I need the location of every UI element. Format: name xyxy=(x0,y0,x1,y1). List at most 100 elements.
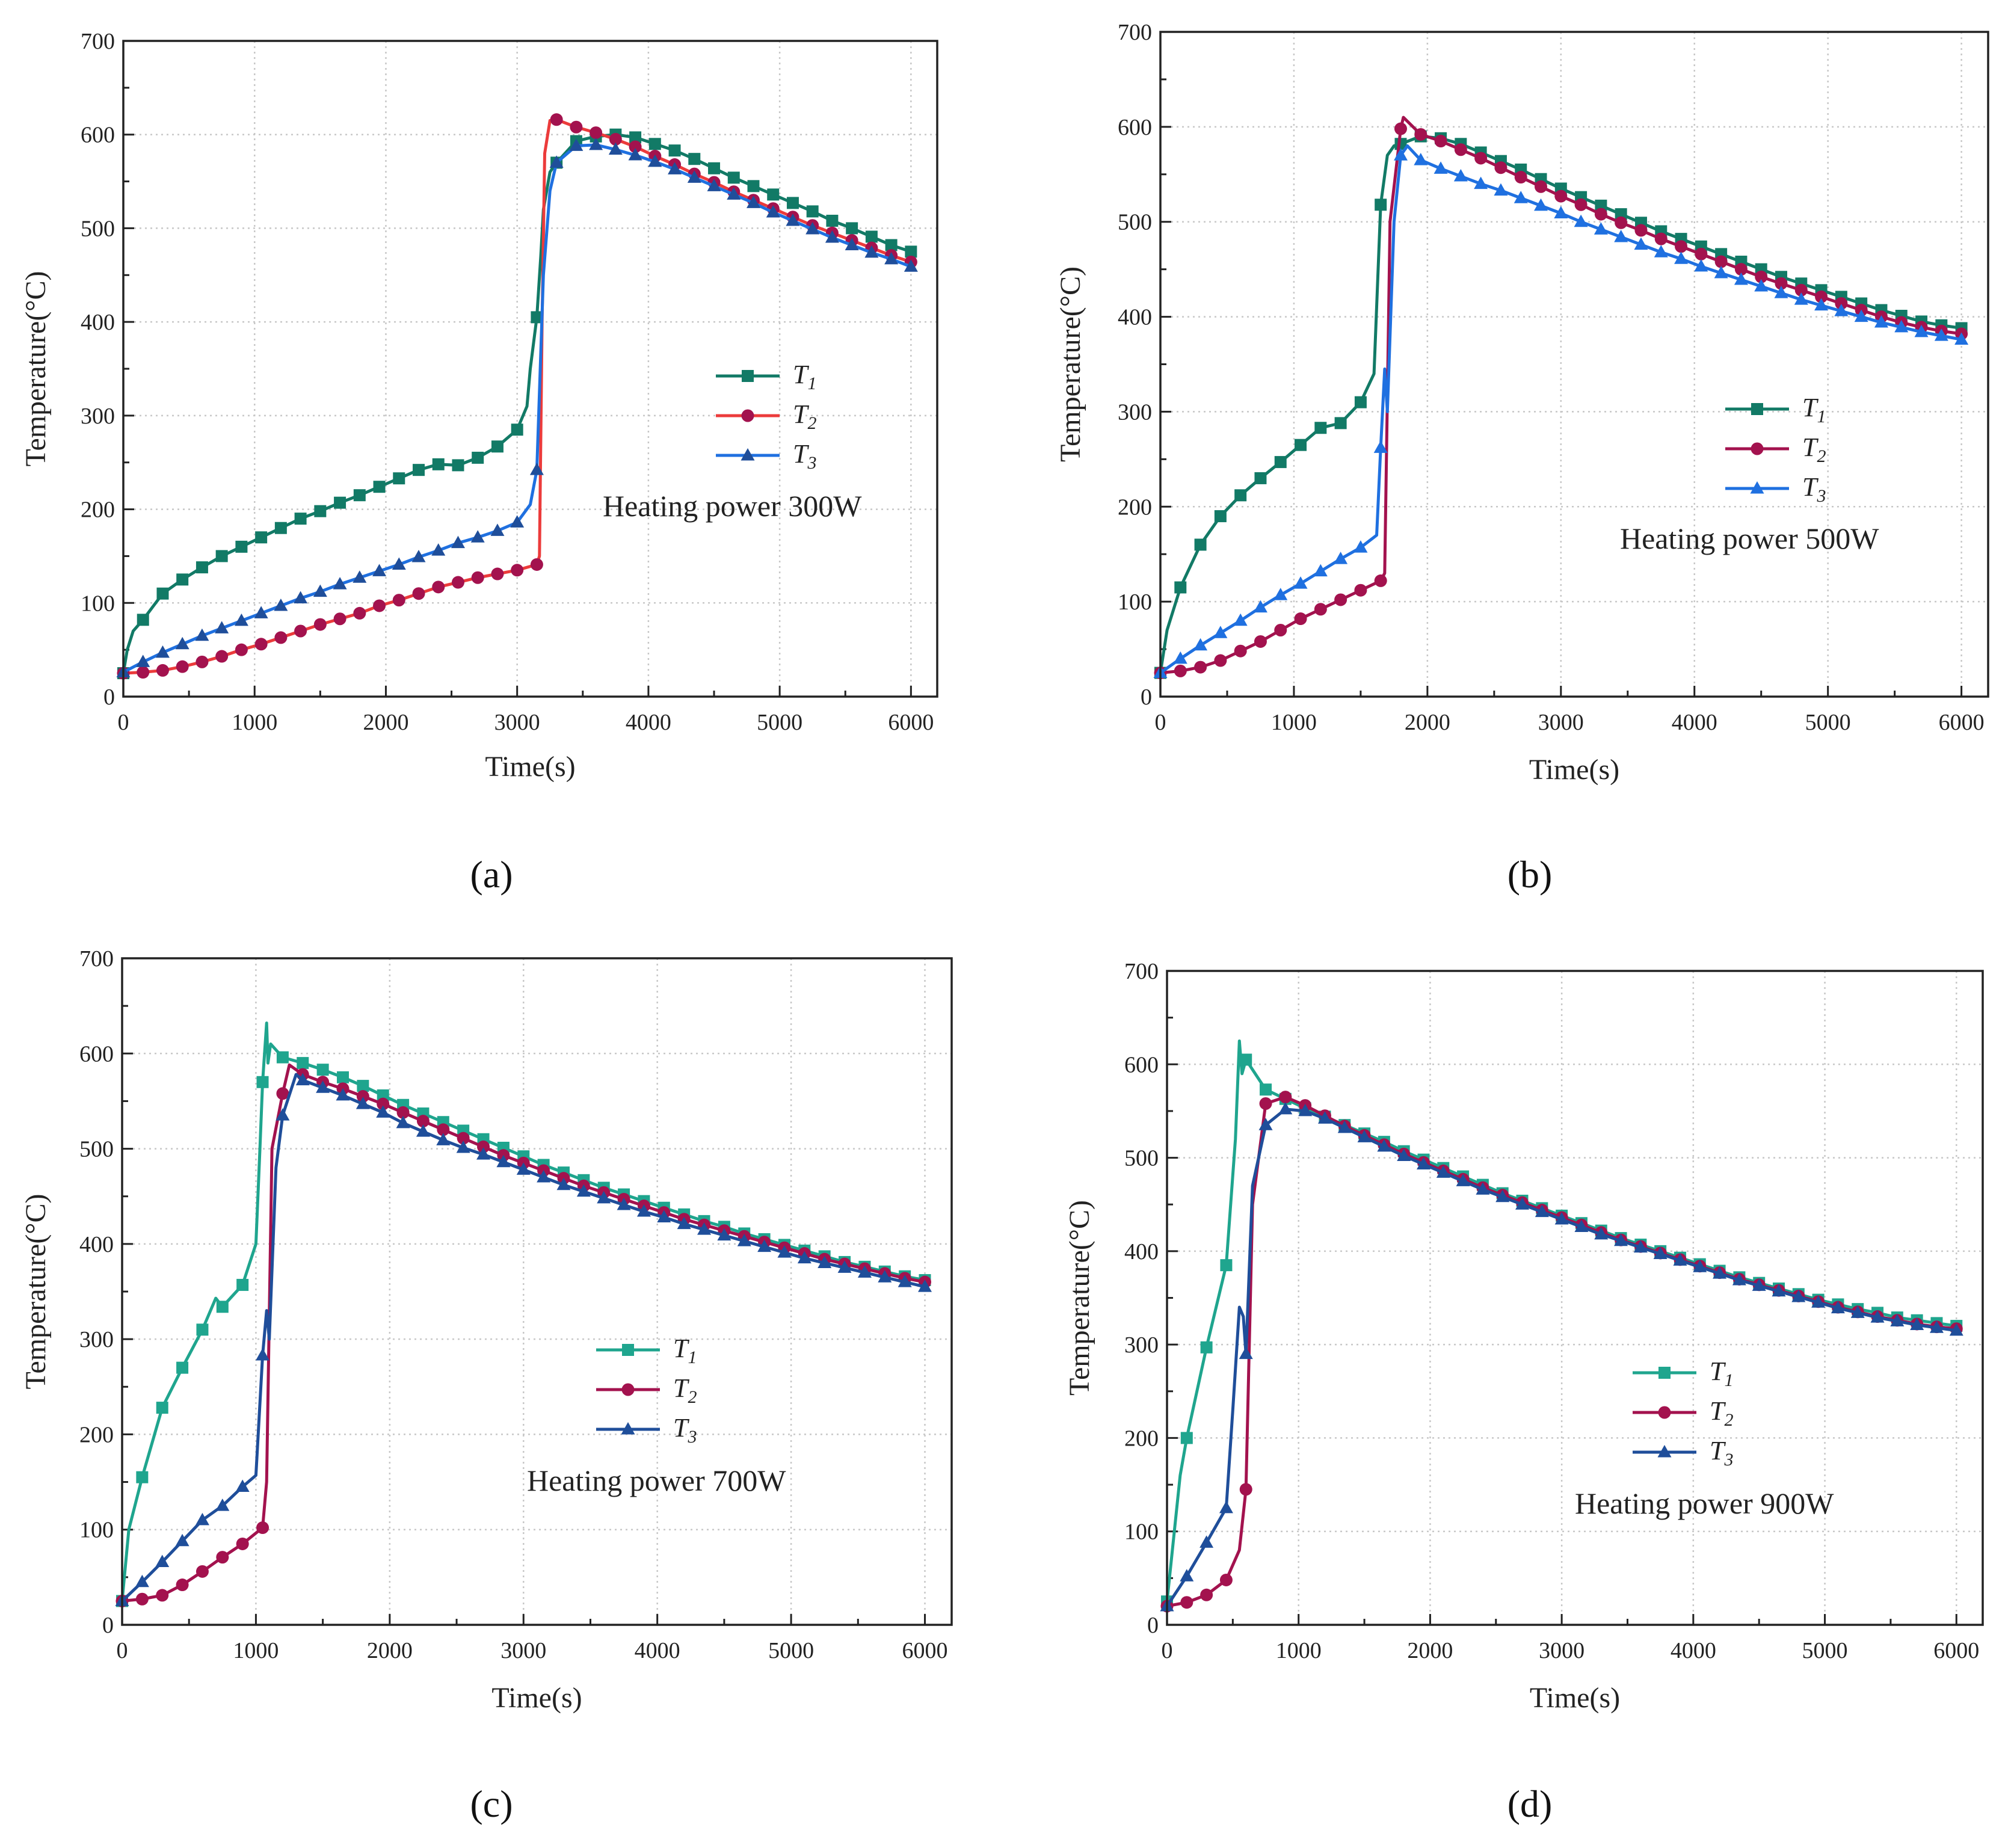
triangle-marker xyxy=(313,584,327,597)
circle-marker xyxy=(550,113,563,126)
square-marker xyxy=(276,1051,289,1064)
legend-item-T3: T3 xyxy=(596,1413,697,1447)
circle-marker xyxy=(256,1521,269,1535)
triangle-marker xyxy=(195,1512,209,1526)
square-marker xyxy=(806,205,819,218)
circle-marker xyxy=(1615,216,1628,229)
square-marker xyxy=(393,472,405,485)
circle-marker xyxy=(1200,1588,1213,1601)
triangle-marker xyxy=(276,1108,290,1121)
circle-marker xyxy=(1254,635,1267,648)
square-marker xyxy=(137,614,149,626)
y-tick-label: 500 xyxy=(81,216,115,241)
x-axis-title: Time(s) xyxy=(1529,754,1619,786)
x-tick-label: 3000 xyxy=(1539,1638,1584,1663)
square-marker xyxy=(1174,581,1187,594)
triangle-marker xyxy=(1870,1310,1885,1323)
heating-power-annotation: Heating power 500W xyxy=(1620,522,1879,555)
circle-marker xyxy=(276,1087,289,1100)
plot-frame xyxy=(122,40,938,698)
triangle-marker xyxy=(431,543,446,556)
circle-marker xyxy=(1835,297,1848,310)
triangle-marker xyxy=(436,1133,451,1145)
y-tick-label: 600 xyxy=(81,123,115,148)
triangle-marker xyxy=(1239,1346,1253,1360)
panel-label: (d) xyxy=(1507,1782,1553,1825)
legend-symbol: T xyxy=(793,360,810,389)
square-marker xyxy=(727,171,740,184)
triangle-marker xyxy=(476,1147,491,1160)
triangle-marker xyxy=(648,154,662,167)
square-marker xyxy=(511,424,523,436)
triangle-marker xyxy=(636,1204,651,1217)
triangle-marker xyxy=(556,1177,571,1190)
circle-marker xyxy=(432,581,445,594)
triangle-marker xyxy=(608,142,623,155)
triangle-marker xyxy=(1894,319,1909,333)
triangle-marker xyxy=(1514,191,1528,203)
x-tick-label: 3000 xyxy=(494,710,540,735)
circle-marker xyxy=(491,567,504,581)
x-tick-label: 4000 xyxy=(635,1638,680,1663)
triangle-marker xyxy=(1914,324,1929,337)
heating-power-annotation: Heating power 300W xyxy=(603,489,862,523)
legend-subscript: 2 xyxy=(1724,1410,1733,1430)
triangle-marker xyxy=(621,1422,635,1435)
panel-label: (c) xyxy=(470,1782,513,1825)
x-tick-label: 0 xyxy=(118,710,129,735)
triangle-marker xyxy=(416,1124,430,1137)
triangle-marker xyxy=(1713,1266,1727,1279)
legend-item-T3: T3 xyxy=(1633,1436,1733,1470)
circle-marker xyxy=(313,618,327,631)
circle-marker xyxy=(176,660,189,673)
series-T2 xyxy=(117,113,917,680)
triangle-marker xyxy=(1434,161,1448,174)
square-marker xyxy=(826,214,839,227)
triangle-marker xyxy=(657,1210,671,1223)
y-tick-label: 400 xyxy=(1124,1239,1159,1264)
chart-panel-d: 0 100 200 300 400 500 600 700 0 1000 2000 3000 4000 5… xyxy=(1064,959,1984,1825)
legend-item-T2: T2 xyxy=(1725,433,1826,466)
square-marker xyxy=(377,1089,389,1101)
triangle-marker xyxy=(1811,1295,1826,1308)
circle-marker xyxy=(1354,584,1367,597)
triangle-marker xyxy=(1594,222,1608,235)
triangle-marker xyxy=(1574,214,1588,227)
triangle-marker xyxy=(1854,309,1868,322)
triangle-marker xyxy=(516,1162,531,1175)
x-tick-label: 1000 xyxy=(1276,1638,1322,1663)
square-marker xyxy=(1214,510,1227,523)
legend-subscript: 3 xyxy=(807,453,816,473)
triangle-marker xyxy=(1494,183,1508,196)
square-marker xyxy=(196,561,208,574)
circle-marker xyxy=(1239,1483,1252,1496)
circle-marker xyxy=(629,140,642,153)
legend-item-T1: T1 xyxy=(1633,1357,1733,1390)
triangle-marker xyxy=(1614,1233,1628,1246)
square-marker xyxy=(1354,396,1367,408)
legend-item-T1: T1 xyxy=(596,1334,697,1367)
y-tick-label: 0 xyxy=(1147,1613,1159,1638)
square-marker xyxy=(905,245,917,258)
triangle-marker xyxy=(256,1348,270,1361)
circle-marker xyxy=(1755,270,1768,283)
triangle-marker xyxy=(1634,237,1648,250)
x-tick-label: 6000 xyxy=(1933,1638,1979,1663)
circle-marker xyxy=(1535,180,1548,193)
circle-marker xyxy=(216,1551,229,1564)
x-tick-label: 4000 xyxy=(626,710,671,735)
circle-marker xyxy=(1658,1406,1671,1419)
triangle-marker xyxy=(1654,245,1668,257)
circle-marker xyxy=(1180,1596,1193,1609)
circle-marker xyxy=(373,599,386,612)
square-marker xyxy=(334,496,346,509)
triangle-marker xyxy=(372,564,387,576)
circle-marker xyxy=(1214,654,1227,667)
triangle-marker xyxy=(1929,1320,1944,1333)
triangle-marker xyxy=(1293,576,1308,589)
triangle-marker xyxy=(857,1265,872,1278)
triangle-marker xyxy=(1278,1101,1293,1115)
legend-label: T3 xyxy=(673,1413,697,1447)
circle-marker xyxy=(1775,277,1788,290)
